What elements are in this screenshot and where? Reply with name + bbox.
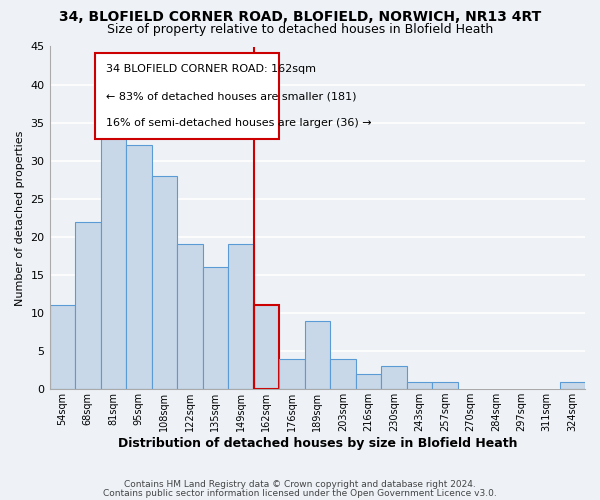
Bar xyxy=(279,358,305,389)
Text: 16% of semi-detached houses are larger (36) →: 16% of semi-detached houses are larger (… xyxy=(106,118,372,128)
Y-axis label: Number of detached properties: Number of detached properties xyxy=(15,130,25,306)
FancyBboxPatch shape xyxy=(95,54,279,139)
Bar xyxy=(152,176,177,389)
Bar xyxy=(203,268,228,389)
Text: 34, BLOFIELD CORNER ROAD, BLOFIELD, NORWICH, NR13 4RT: 34, BLOFIELD CORNER ROAD, BLOFIELD, NORW… xyxy=(59,10,541,24)
Bar xyxy=(432,382,458,389)
Bar xyxy=(126,146,152,389)
Text: ← 83% of detached houses are smaller (181): ← 83% of detached houses are smaller (18… xyxy=(106,91,356,101)
Bar xyxy=(228,244,254,389)
Bar xyxy=(330,358,356,389)
X-axis label: Distribution of detached houses by size in Blofield Heath: Distribution of detached houses by size … xyxy=(118,437,517,450)
Bar xyxy=(177,244,203,389)
Text: 34 BLOFIELD CORNER ROAD: 162sqm: 34 BLOFIELD CORNER ROAD: 162sqm xyxy=(106,64,316,74)
Bar xyxy=(356,374,381,389)
Bar xyxy=(407,382,432,389)
Bar xyxy=(560,382,585,389)
Bar xyxy=(305,320,330,389)
Bar xyxy=(50,306,75,389)
Text: Contains HM Land Registry data © Crown copyright and database right 2024.: Contains HM Land Registry data © Crown c… xyxy=(124,480,476,489)
Bar xyxy=(101,108,126,389)
Bar xyxy=(254,306,279,389)
Text: Size of property relative to detached houses in Blofield Heath: Size of property relative to detached ho… xyxy=(107,22,493,36)
Bar xyxy=(75,222,101,389)
Text: Contains public sector information licensed under the Open Government Licence v3: Contains public sector information licen… xyxy=(103,489,497,498)
Bar xyxy=(381,366,407,389)
